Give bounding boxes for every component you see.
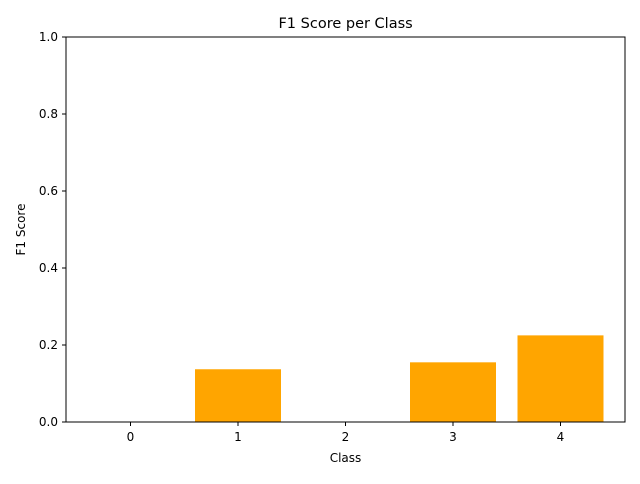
y-tick-label: 0.0	[39, 415, 58, 429]
x-tick-label: 4	[557, 430, 565, 444]
x-tick-label: 3	[449, 430, 457, 444]
y-tick-label: 1.0	[39, 30, 58, 44]
y-tick-label: 0.4	[39, 261, 58, 275]
bar-class-3	[410, 362, 496, 422]
x-ticks-group: 0 1 2 3 4	[127, 422, 565, 444]
bars-group	[195, 335, 604, 422]
x-tick-label: 1	[234, 430, 242, 444]
y-ticks-group: 0.0 0.2 0.4 0.6 0.8 1.0	[39, 30, 66, 429]
x-axis-label: Class	[330, 451, 362, 465]
y-tick-label: 0.6	[39, 184, 58, 198]
chart-title: F1 Score per Class	[278, 16, 412, 32]
bar-class-4	[517, 335, 604, 422]
x-tick-label: 0	[127, 430, 135, 444]
y-tick-label: 0.2	[39, 338, 58, 352]
y-axis-label: F1 Score	[14, 204, 28, 256]
y-tick-label: 0.8	[39, 107, 58, 121]
x-tick-label: 2	[342, 430, 350, 444]
plot-frame	[65, 36, 626, 423]
bar-class-1	[195, 369, 281, 422]
